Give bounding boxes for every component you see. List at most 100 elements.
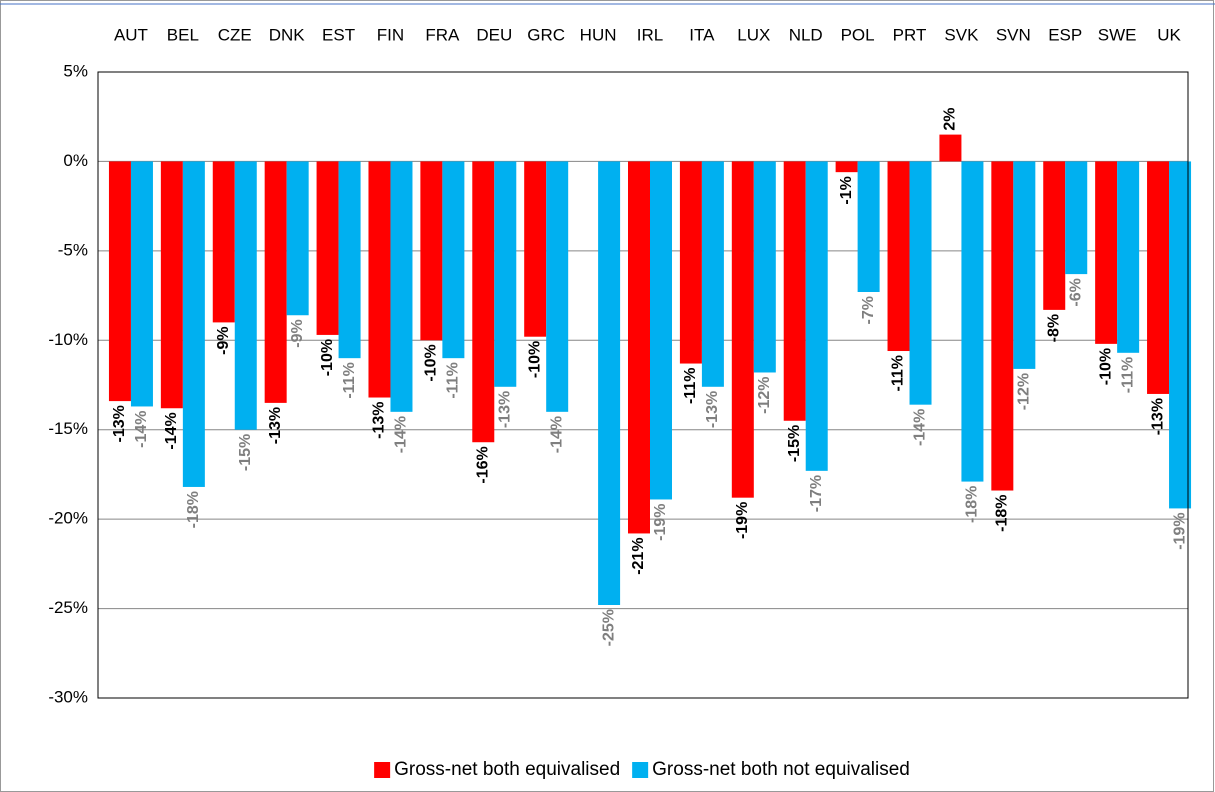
y-tick-label: -10% bbox=[48, 330, 88, 349]
value-label: -19% bbox=[652, 503, 669, 540]
bar bbox=[1147, 161, 1170, 394]
bar bbox=[160, 161, 183, 409]
value-label: -18% bbox=[964, 486, 981, 523]
x-tick-label: SWE bbox=[1098, 25, 1137, 44]
x-tick-label: UK bbox=[1157, 25, 1181, 44]
value-label: -13% bbox=[111, 405, 128, 442]
y-tick-label: 0% bbox=[63, 151, 88, 170]
value-label: -11% bbox=[445, 362, 462, 398]
value-label: -16% bbox=[475, 446, 492, 483]
value-label: -11% bbox=[1119, 357, 1136, 393]
value-label: -19% bbox=[734, 502, 751, 539]
value-label: -21% bbox=[630, 537, 647, 574]
bar bbox=[650, 161, 672, 500]
bar bbox=[1043, 161, 1066, 310]
value-label: -10% bbox=[1097, 348, 1114, 385]
value-label: -12% bbox=[1016, 373, 1033, 410]
x-tick-label: DNK bbox=[269, 25, 306, 44]
x-tick-label: GRC bbox=[527, 25, 565, 44]
value-label: -25% bbox=[600, 609, 617, 646]
bar bbox=[887, 161, 910, 352]
bar bbox=[316, 161, 339, 335]
value-label: -12% bbox=[756, 376, 773, 413]
value-label: -8% bbox=[1045, 314, 1062, 342]
y-tick-label: -15% bbox=[48, 419, 88, 438]
bar bbox=[939, 134, 962, 162]
bar bbox=[264, 161, 287, 403]
bar bbox=[494, 161, 517, 387]
value-label: -14% bbox=[912, 409, 929, 446]
x-tick-label: SVK bbox=[944, 25, 979, 44]
value-label: -14% bbox=[548, 416, 565, 453]
value-label: -14% bbox=[163, 412, 180, 449]
bar bbox=[420, 161, 443, 341]
x-tick-label: AUT bbox=[114, 25, 148, 44]
value-label: -11% bbox=[890, 355, 907, 391]
plot-frame bbox=[97, 71, 1189, 699]
bar bbox=[1117, 161, 1140, 353]
bar bbox=[679, 161, 702, 364]
bar bbox=[1013, 161, 1036, 369]
value-label: -13% bbox=[497, 391, 514, 428]
y-tick-label: 5% bbox=[63, 61, 88, 80]
bar bbox=[1169, 161, 1192, 509]
value-label: -9% bbox=[289, 319, 306, 347]
legend-swatch bbox=[632, 762, 649, 778]
y-tick-label: -25% bbox=[48, 598, 88, 617]
value-label: -13% bbox=[1149, 398, 1166, 435]
value-label: -11% bbox=[341, 362, 358, 398]
value-label: -18% bbox=[994, 495, 1011, 532]
bar bbox=[753, 161, 776, 373]
y-tick-label: -20% bbox=[48, 509, 88, 528]
bar bbox=[338, 161, 361, 359]
x-tick-label: CZE bbox=[218, 25, 252, 44]
bar bbox=[1065, 161, 1088, 275]
bar bbox=[546, 161, 569, 412]
x-tick-label: FRA bbox=[425, 25, 460, 44]
value-label: 2% bbox=[942, 107, 959, 130]
x-tick-label: LUX bbox=[737, 25, 770, 44]
x-tick-label: NLD bbox=[789, 25, 823, 44]
bar bbox=[835, 161, 858, 173]
bar bbox=[130, 161, 153, 407]
bar bbox=[286, 161, 309, 316]
bar bbox=[909, 161, 932, 405]
value-label: -14% bbox=[133, 410, 150, 447]
bar bbox=[783, 161, 806, 421]
bar bbox=[472, 161, 495, 443]
bar bbox=[368, 161, 391, 398]
value-label: -15% bbox=[786, 425, 803, 462]
value-label: -10% bbox=[526, 341, 543, 378]
value-label: -15% bbox=[237, 434, 254, 471]
bar bbox=[442, 161, 465, 359]
y-tick-label: -5% bbox=[58, 240, 88, 259]
value-label: -14% bbox=[393, 416, 410, 453]
bar bbox=[857, 161, 880, 292]
x-tick-label: FIN bbox=[377, 25, 404, 44]
value-label: -13% bbox=[704, 391, 721, 428]
value-label: -9% bbox=[215, 326, 232, 354]
bar bbox=[1095, 161, 1118, 344]
bar bbox=[234, 161, 257, 430]
value-label: -19% bbox=[1171, 512, 1188, 549]
value-label: -10% bbox=[319, 339, 336, 376]
value-label: -13% bbox=[267, 407, 284, 444]
legend-label: Gross-net both not equivalised bbox=[652, 759, 910, 780]
value-label: -6% bbox=[1067, 278, 1084, 306]
bar bbox=[731, 161, 754, 498]
x-tick-label: EST bbox=[322, 25, 355, 44]
x-tick-label: BEL bbox=[167, 25, 199, 44]
bar bbox=[961, 161, 984, 482]
bar bbox=[701, 161, 724, 387]
value-label: -1% bbox=[838, 176, 855, 204]
bar bbox=[390, 161, 413, 412]
value-label: -11% bbox=[682, 368, 699, 404]
bar bbox=[108, 161, 131, 402]
value-label: -17% bbox=[808, 475, 825, 512]
bar bbox=[524, 161, 547, 337]
bar bbox=[182, 161, 205, 487]
x-tick-label: PRT bbox=[893, 25, 927, 44]
x-tick-label: ITA bbox=[689, 25, 715, 44]
value-label: -7% bbox=[860, 296, 877, 324]
